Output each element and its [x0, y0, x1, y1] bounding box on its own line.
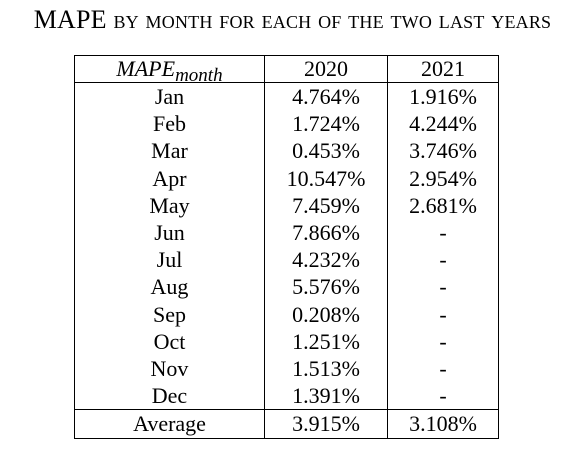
average-label: Average — [74, 409, 265, 439]
value-2020-cell: 1.513% — [264, 355, 388, 383]
mape-table: MAPEmonth 2020 2021 Jan 4.764% 1.916% Fe… — [74, 55, 499, 439]
value-2021-cell: - — [387, 219, 499, 247]
table-row: Oct 1.251% - — [74, 327, 499, 356]
month-cell: Sep — [74, 300, 265, 328]
month-cell: Aug — [74, 273, 265, 301]
table-row: Feb 1.724% 4.244% — [74, 110, 499, 138]
value-2020-cell: 7.459% — [264, 191, 388, 220]
value-2021-cell: 4.244% — [387, 110, 499, 138]
month-cell: Jun — [74, 219, 265, 247]
table-row: Mar 0.453% 3.746% — [74, 137, 499, 165]
month-cell: Apr — [74, 164, 265, 192]
value-2021-cell: - — [387, 382, 499, 410]
month-cell: Feb — [74, 110, 265, 138]
value-2021-cell: - — [387, 273, 499, 301]
average-row: Average 3.915% 3.108% — [74, 409, 499, 439]
month-cell: Jul — [74, 246, 265, 274]
month-cell: Mar — [74, 137, 265, 165]
value-2020-cell: 5.576% — [264, 273, 388, 301]
table-row: Aug 5.576% - — [74, 273, 499, 301]
month-cell: Dec — [74, 382, 265, 410]
table-row: May 7.459% 2.681% — [74, 191, 499, 220]
average-2020-cell: 3.915% — [264, 409, 388, 439]
header-metric: MAPEmonth — [74, 55, 265, 85]
header-metric-subscript: month — [175, 65, 223, 86]
table-row: Jan 4.764% 1.916% — [74, 82, 499, 111]
value-2020-cell: 4.764% — [264, 82, 388, 111]
value-2020-cell: 7.866% — [264, 219, 388, 247]
value-2021-cell: - — [387, 246, 499, 274]
value-2021-cell: 2.954% — [387, 164, 499, 192]
value-2021-cell: - — [387, 300, 499, 328]
table-row: Nov 1.513% - — [74, 355, 499, 383]
month-cell: Jan — [74, 82, 265, 111]
value-2020-cell: 1.724% — [264, 110, 388, 138]
table-row: Jul 4.232% - — [74, 246, 499, 274]
value-2021-cell: - — [387, 355, 499, 383]
table-caption: MAPE by month for each of the two last y… — [33, 5, 552, 34]
header-2021: 2021 — [387, 55, 499, 83]
average-2021-cell: 3.108% — [387, 409, 499, 439]
table-row: Jun 7.866% - — [74, 219, 499, 247]
value-2021-cell: 2.681% — [387, 191, 499, 220]
header-2020: 2020 — [264, 55, 388, 83]
value-2020-cell: 0.453% — [264, 137, 388, 165]
value-2020-cell: 10.547% — [264, 164, 388, 192]
value-2020-cell: 4.232% — [264, 246, 388, 274]
table-row: Sep 0.208% - — [74, 300, 499, 328]
table-header-row: MAPEmonth 2020 2021 — [74, 55, 499, 85]
table-row: Dec 1.391% - — [74, 382, 499, 410]
value-2021-cell: 1.916% — [387, 82, 499, 111]
month-cell: Nov — [74, 355, 265, 383]
table-row: Apr 10.547% 2.954% — [74, 164, 499, 192]
value-2020-cell: 1.391% — [264, 382, 388, 410]
value-2020-cell: 1.251% — [264, 327, 388, 356]
month-cell: Oct — [74, 327, 265, 356]
value-2021-cell: 3.746% — [387, 137, 499, 165]
value-2021-cell: - — [387, 327, 499, 356]
header-metric-base: MAPE — [116, 56, 176, 81]
header-metric-symbol: MAPEmonth — [116, 56, 222, 85]
month-cell: May — [74, 191, 265, 220]
value-2020-cell: 0.208% — [264, 300, 388, 328]
